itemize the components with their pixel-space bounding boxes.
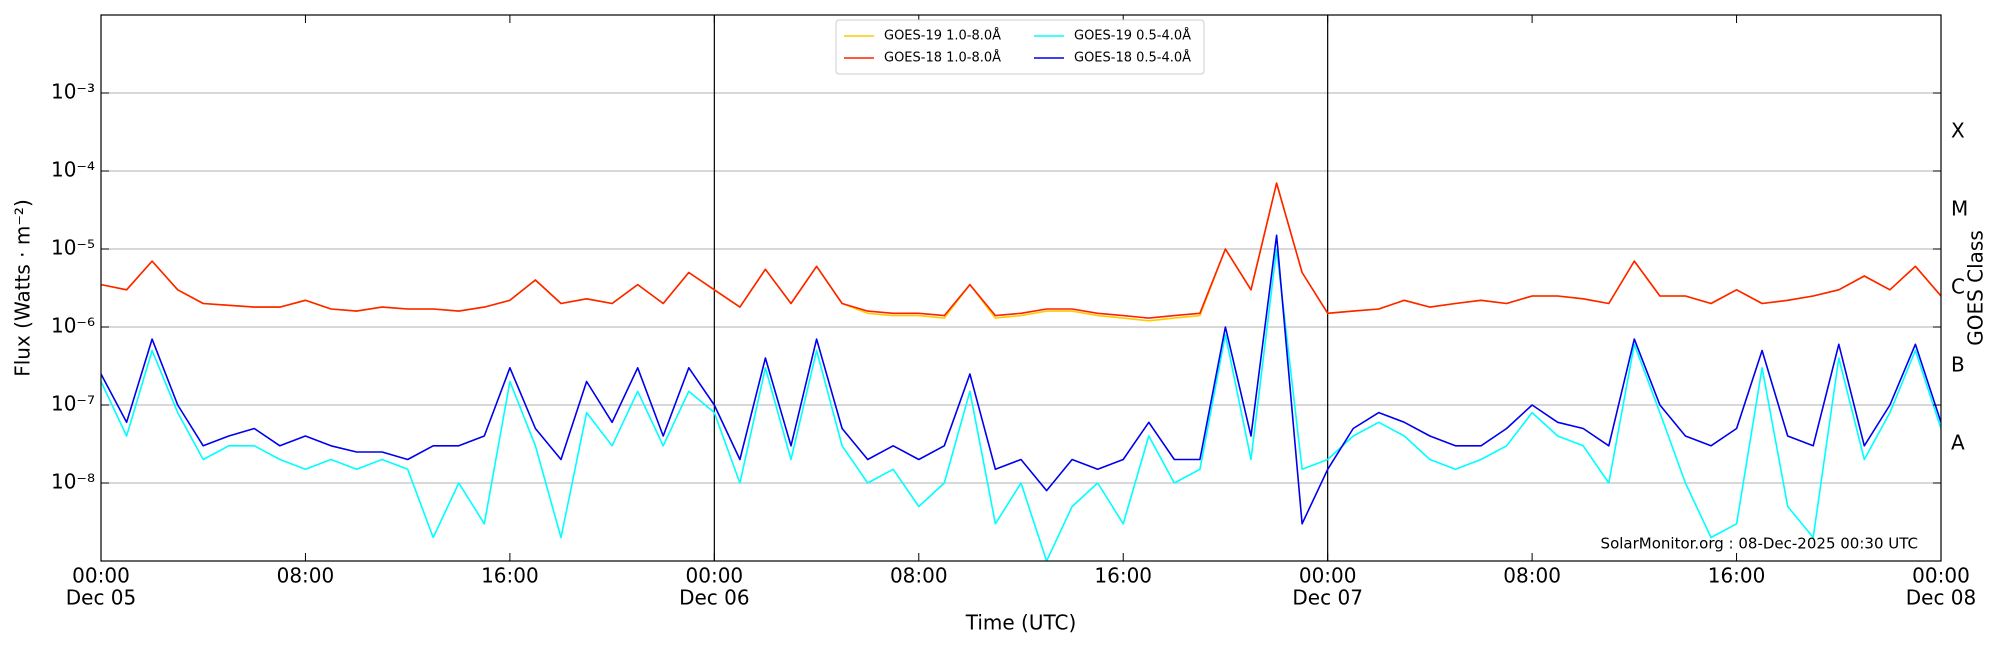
legend-box xyxy=(835,19,1205,75)
y-tick-label: 10⁻⁷ xyxy=(51,392,95,416)
legend-label: GOES-19 1.0-8.0Å xyxy=(884,28,1001,44)
x-tick-label: 16:00 xyxy=(481,564,539,588)
x-date-label: Dec 05 xyxy=(66,586,137,610)
x-date-label: Dec 08 xyxy=(1906,586,1977,610)
y-tick-label: 10⁻⁴ xyxy=(51,158,95,182)
x-tick-label: 08:00 xyxy=(277,564,335,588)
class-label: X xyxy=(1951,119,1965,143)
x-tick-label: 00:00 xyxy=(1912,564,1970,588)
series-line xyxy=(101,234,1941,525)
series-line xyxy=(101,182,1941,319)
x-tick-label: 16:00 xyxy=(1708,564,1766,588)
x-tick-label: 00:00 xyxy=(1299,564,1357,588)
legend-label: GOES-18 1.0-8.0Å xyxy=(884,50,1001,66)
y-tick-label: 10⁻⁸ xyxy=(51,470,95,494)
x-tick-label: 16:00 xyxy=(1094,564,1152,588)
y-tick-label: 10⁻³ xyxy=(51,80,95,104)
class-label: A xyxy=(1951,431,1965,455)
x-tick-label: 08:00 xyxy=(1503,564,1561,588)
plot-frame xyxy=(100,14,1942,562)
y-axis-label: Flux (Watts · m⁻²) xyxy=(11,199,35,377)
legend-label: GOES-19 0.5-4.0Å xyxy=(1074,28,1191,44)
annotation: SolarMonitor.org : 08-Dec-2025 00:30 UTC xyxy=(1601,535,1918,553)
series-line xyxy=(101,248,1941,561)
class-label: M xyxy=(1951,197,1968,221)
x-date-label: Dec 07 xyxy=(1292,586,1363,610)
y-tick-label: 10⁻⁶ xyxy=(51,314,95,338)
series-line xyxy=(101,182,1941,322)
y2-axis-label: GOES Class xyxy=(1964,230,1988,346)
x-axis-label: Time (UTC) xyxy=(965,611,1077,635)
class-label: B xyxy=(1951,353,1965,377)
legend-label: GOES-18 0.5-4.0Å xyxy=(1074,50,1191,66)
x-date-label: Dec 06 xyxy=(679,586,750,610)
x-tick-label: 08:00 xyxy=(890,564,948,588)
plot-area xyxy=(101,15,1941,561)
class-label: C xyxy=(1951,275,1965,299)
x-tick-label: 00:00 xyxy=(72,564,130,588)
x-tick-label: 00:00 xyxy=(686,564,744,588)
y-tick-label: 10⁻⁵ xyxy=(51,236,95,260)
